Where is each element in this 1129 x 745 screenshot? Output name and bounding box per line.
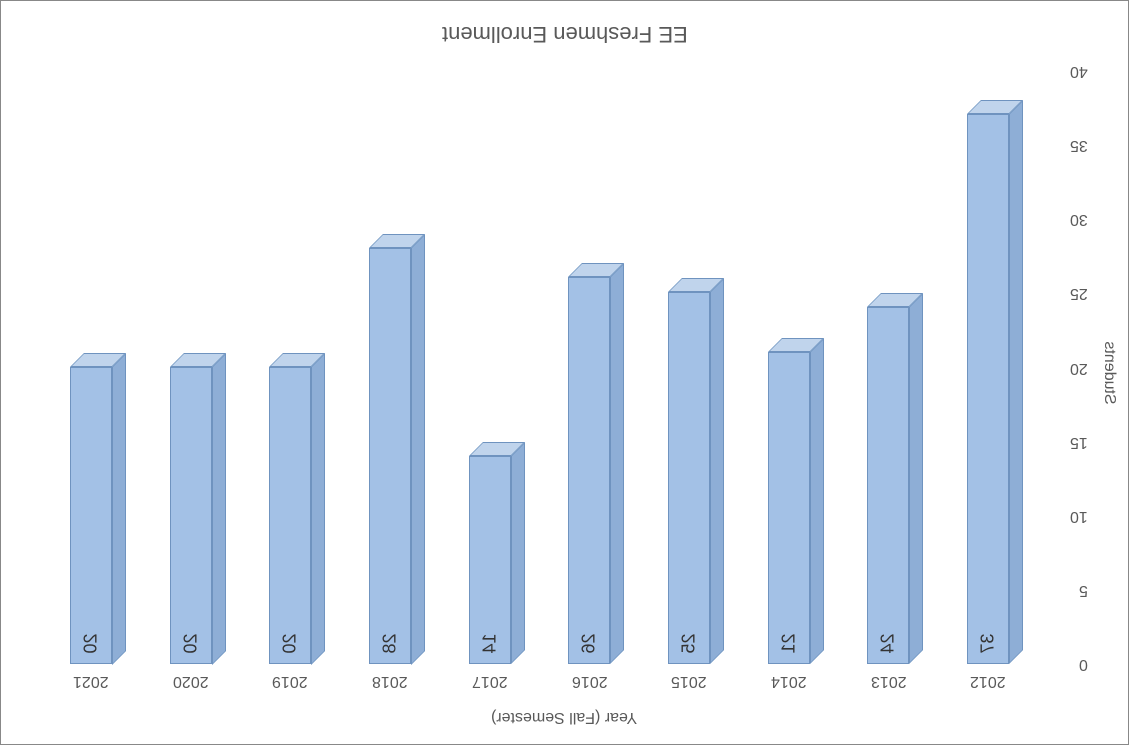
- x-tick-label: 2017: [440, 672, 540, 690]
- chart-title: EE Freshmen Enrollment: [1, 21, 1128, 47]
- bar: 26: [568, 277, 610, 664]
- y-tick-label: 10: [1048, 507, 1088, 525]
- bar-front: [867, 307, 909, 664]
- bar-slot: 282018: [340, 71, 440, 664]
- bar-slot: 202021: [41, 71, 141, 664]
- bar-slot: 242013: [839, 71, 939, 664]
- bar: 28: [369, 248, 411, 665]
- bar-front: [768, 352, 810, 664]
- plot-area: 3720122420132120142520152620161420172820…: [41, 71, 1038, 664]
- bar-front: [668, 292, 710, 664]
- bars-container: 3720122420132120142520152620161420172820…: [41, 71, 1038, 664]
- bar-side: [610, 263, 624, 664]
- bar-front: [369, 248, 411, 665]
- x-tick-label: 2016: [539, 672, 639, 690]
- y-axis-title: Students: [1100, 341, 1118, 404]
- bar: 20: [70, 367, 112, 665]
- x-tick-label: 2013: [838, 672, 938, 690]
- bar-slot: 252015: [639, 71, 739, 664]
- bar: 25: [668, 292, 710, 664]
- x-tick-label: 2018: [340, 672, 440, 690]
- bar: 20: [170, 367, 212, 665]
- x-tick-label: 2015: [639, 672, 739, 690]
- bar: 37: [967, 114, 1009, 664]
- x-tick-label: 2021: [41, 672, 141, 690]
- bar: 24: [867, 307, 909, 664]
- bar-side: [909, 293, 923, 664]
- y-tick-label: 35: [1048, 136, 1088, 154]
- bar-front: [70, 367, 112, 665]
- y-axis: 0510152025303540: [1048, 71, 1088, 664]
- x-tick-label: 2014: [739, 672, 839, 690]
- chart-frame: EE Freshmen Enrollment 37201224201321201…: [0, 0, 1129, 745]
- y-tick-label: 5: [1048, 581, 1088, 599]
- chart-title-text: EE Freshmen Enrollment: [442, 21, 688, 47]
- y-tick-label: 20: [1048, 359, 1088, 377]
- bar-front: [170, 367, 212, 665]
- bar-side: [1009, 100, 1023, 664]
- bar-slot: 212014: [739, 71, 839, 664]
- bar-slot: 142017: [440, 71, 540, 664]
- x-tick-label: 2012: [938, 672, 1038, 690]
- bar: 20: [269, 367, 311, 665]
- y-tick-label: 30: [1048, 210, 1088, 228]
- bar-front: [568, 277, 610, 664]
- bar-side: [112, 353, 126, 665]
- bar-front: [269, 367, 311, 665]
- y-tick-label: 15: [1048, 433, 1088, 451]
- x-tick-label: 2019: [240, 672, 340, 690]
- bar-side: [212, 353, 226, 665]
- bar-slot: 262016: [540, 71, 640, 664]
- bar-slot: 202019: [240, 71, 340, 664]
- y-tick-label: 0: [1048, 655, 1088, 673]
- bar-side: [710, 278, 724, 664]
- bar-slot: 202020: [141, 71, 241, 664]
- bar-slot: 372012: [938, 71, 1038, 664]
- x-axis-title: Year (Fall Semester): [1, 708, 1128, 726]
- y-tick-label: 25: [1048, 284, 1088, 302]
- y-tick-label: 40: [1048, 62, 1088, 80]
- bar: 14: [469, 456, 511, 664]
- bar: 21: [768, 352, 810, 664]
- y-axis-title-text: Students: [1100, 341, 1118, 404]
- bar-front: [967, 114, 1009, 664]
- bar-front: [469, 456, 511, 664]
- bar-side: [411, 234, 425, 665]
- bar-side: [810, 338, 824, 664]
- x-tick-label: 2020: [141, 672, 241, 690]
- bar-side: [311, 353, 325, 665]
- x-axis-title-text: Year (Fall Semester): [491, 708, 637, 726]
- bar-side: [511, 442, 525, 664]
